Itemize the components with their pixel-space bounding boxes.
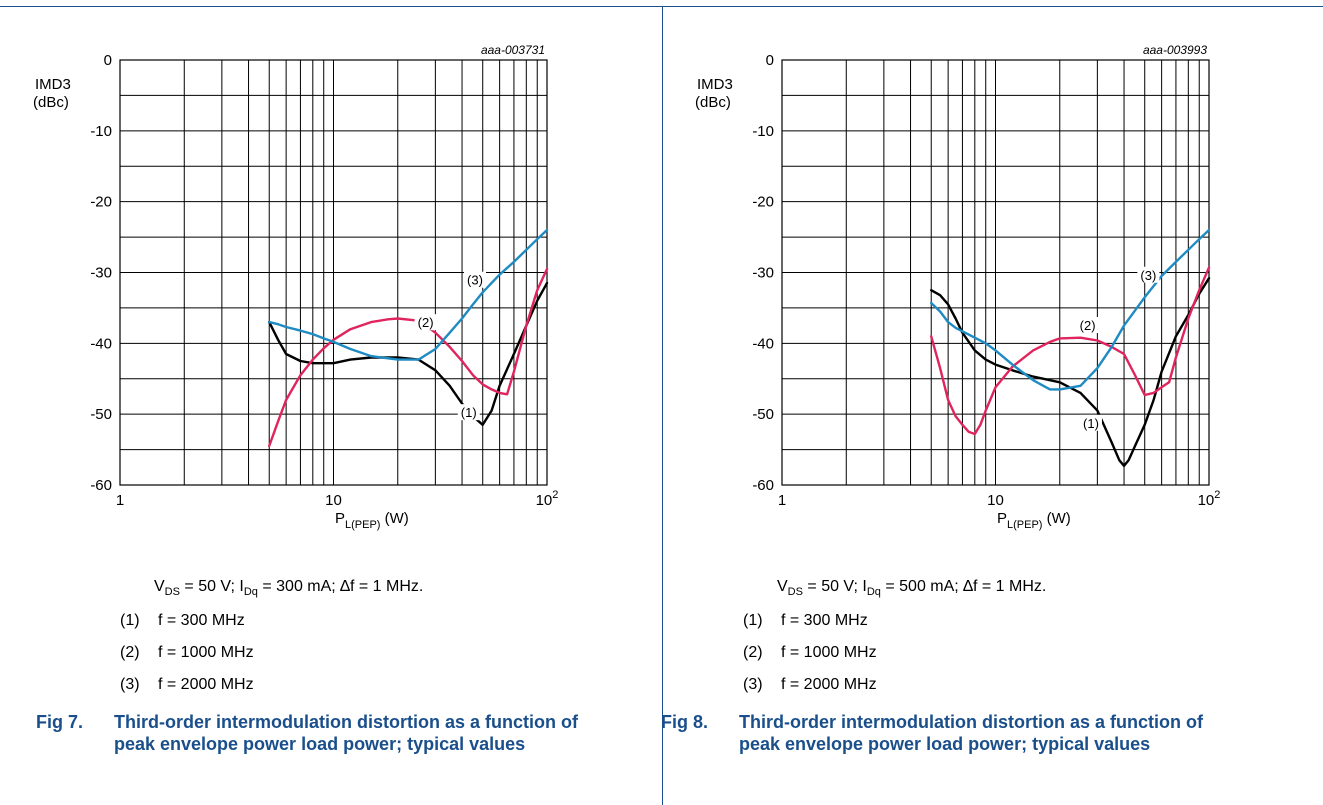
conditions-line: VDS = 50 V; IDq = 500 mA; ∆f = 1 MHz. [777, 578, 1046, 598]
figure-panel-7: 0 -10 -20 -30 -40 -50 -60 1 10 102 IMD3 (dBc) PL(PEP… [33, 43, 578, 754]
annotation-label: (3) [1140, 268, 1156, 283]
note-number: (1) [743, 612, 763, 629]
y-tick-label: -60 [752, 477, 774, 494]
annotation-bg [463, 271, 486, 288]
x-axis-subscript: L(PEP) [345, 519, 380, 531]
note-text: f = 1000 MHz [158, 644, 254, 661]
annotation-bg [1079, 414, 1102, 431]
figure-number: Fig 7. [36, 712, 84, 732]
frame-top-border [0, 6, 1323, 7]
vds-value: = 50 V; I [802, 578, 867, 595]
series-line [268, 281, 549, 426]
x-tick-exponent: 2 [1214, 489, 1220, 501]
x-axis-label: PL(PEP) (W) [997, 510, 1071, 531]
series-line [930, 277, 1211, 468]
conditions-line: VDS = 50 V; IDq = 300 mA; ∆f = 1 MHz. [154, 578, 423, 598]
note-item: (1) f = 300 MHz [743, 612, 868, 630]
figure-id-label: aaa-003993 [1143, 43, 1207, 57]
series-line [930, 228, 1211, 391]
annotation-bg [1137, 266, 1160, 283]
x-tick-exponent: 2 [552, 489, 558, 501]
note-item: (3) f = 2000 MHz [743, 676, 877, 694]
x-axis-symbol: P [997, 510, 1007, 527]
x-tick-label: 10 [987, 492, 1004, 509]
chart-fig-8: 0 -10 -20 -30 -40 -50 -601 10 102 IMD3(dBc) PL(PEP… [695, 43, 1221, 531]
annotation-label: (1) [1083, 416, 1099, 431]
note-number: (2) [743, 644, 763, 661]
figure-panel-8: 0 -10 -20 -30 -40 -50 -60 1 10 102 IMD3 (dBc) PL(PEP… [661, 0, 1323, 805]
note-item: (2) f = 1000 MHz [120, 644, 254, 662]
plot-frame [119, 59, 548, 486]
note-item: (2) f = 1000 MHz [743, 644, 877, 662]
note-text: f = 300 MHz [781, 612, 868, 629]
note-number: (1) [120, 612, 140, 629]
x-tick-label: 102 [536, 489, 559, 509]
x-axis-subscript: L(PEP) [1007, 519, 1042, 531]
y-axis-label: IMD3 [35, 76, 71, 93]
note-text: f = 2000 MHz [781, 676, 877, 693]
annotation-bg [414, 314, 437, 331]
figure-caption-text: Third-order intermodulation distortion a… [114, 712, 578, 754]
y-tick-label: -30 [90, 265, 112, 282]
x-axis-label: PL(PEP) (W) [335, 510, 409, 531]
note-item: (1) f = 300 MHz [120, 612, 245, 630]
note-number: (2) [120, 644, 140, 661]
y-tick-label: -10 [90, 123, 112, 140]
x-axis-unit: (W) [1042, 510, 1070, 527]
x-axis-symbol: P [335, 510, 345, 527]
annotation-label: (3) [467, 273, 483, 288]
y-axis-label: IMD3 [697, 76, 733, 93]
annotation-bg [457, 404, 480, 421]
y-tick-label: -50 [752, 406, 774, 423]
y-tick-label: 0 [766, 52, 774, 69]
y-tick-label: -10 [752, 123, 774, 140]
y-tick-label: -50 [90, 406, 112, 423]
plot-frame [781, 59, 1210, 486]
note-number: (3) [120, 676, 140, 693]
idq-subscript: Dq [866, 586, 881, 599]
x-tick-label: 1 [116, 492, 124, 509]
y-tick-label: -40 [90, 335, 112, 352]
x-tick-label: 10 [325, 492, 342, 509]
y-axis-unit: (dBc) [33, 94, 69, 111]
note-text: f = 1000 MHz [781, 644, 877, 661]
y-tick-label: 0 [104, 52, 112, 69]
vds-symbol: V [777, 578, 788, 595]
note-item: (3) f = 2000 MHz [120, 676, 254, 694]
figure-id-label: aaa-003731 [481, 43, 545, 57]
y-tick-label: -40 [752, 335, 774, 352]
annotation-bg [1076, 317, 1099, 334]
x-tick-label: 102 [1198, 489, 1221, 509]
vds-value: = 50 V; I [179, 578, 244, 595]
figure-caption-text: Third-order intermodulation distortion a… [739, 712, 1203, 754]
x-tick-label: 1 [778, 492, 786, 509]
chart-fig-7: 0 -10 -20 -30 -40 -50 -601 10 102 IMD3(dBc) PL(PEP… [33, 43, 559, 531]
series-line [930, 266, 1211, 436]
idq-value: = 500 mA; ∆f = 1 MHz. [880, 578, 1047, 595]
vds-subscript: DS [787, 586, 803, 599]
x-axis-unit: (W) [380, 510, 408, 527]
note-number: (3) [743, 676, 763, 693]
vds-symbol: V [154, 578, 165, 595]
annotation-label: (2) [418, 315, 434, 330]
y-tick-label: -20 [752, 194, 774, 211]
annotation-label: (2) [1080, 318, 1096, 333]
note-text: f = 2000 MHz [158, 676, 254, 693]
note-text: f = 300 MHz [158, 612, 245, 629]
idq-value: = 300 mA; ∆f = 1 MHz. [257, 578, 424, 595]
y-axis-unit: (dBc) [695, 94, 731, 111]
idq-subscript: Dq [243, 586, 258, 599]
vds-subscript: DS [164, 586, 180, 599]
series-line [268, 228, 549, 361]
annotation-label: (1) [461, 405, 477, 420]
y-tick-label: -30 [752, 265, 774, 282]
frame-divider [662, 6, 663, 805]
figure-number: Fig 8. [661, 712, 709, 732]
y-tick-label: -20 [90, 194, 112, 211]
y-tick-label: -60 [90, 477, 112, 494]
